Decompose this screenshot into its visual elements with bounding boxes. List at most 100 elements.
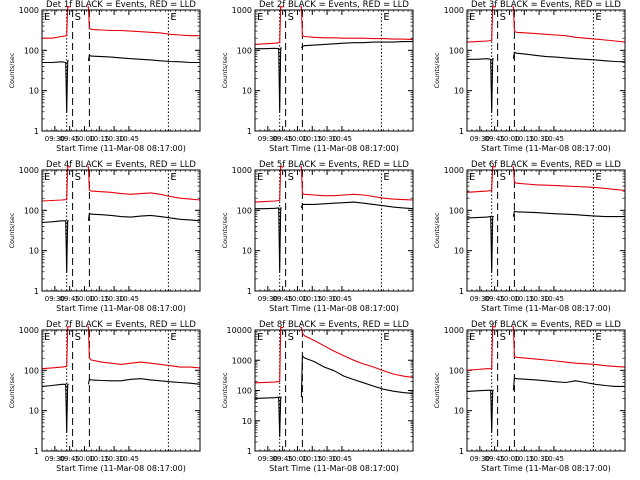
events-series-line bbox=[300, 355, 414, 398]
event-marker-label: S bbox=[288, 12, 294, 23]
event-marker-label: S bbox=[500, 12, 506, 23]
y-tick-label: 1 bbox=[247, 447, 252, 456]
y-tick-label: 100 bbox=[237, 46, 252, 55]
x-tick-label: 10:45 bbox=[119, 135, 139, 143]
events-series-line bbox=[42, 60, 69, 113]
panel-title: Det 2f BLACK = Events, RED = LLD bbox=[259, 0, 409, 10]
lld-series-line bbox=[254, 6, 284, 45]
panel-title: Det 6f BLACK = Events, RED = LLD bbox=[471, 160, 621, 170]
event-marker-label: S bbox=[500, 172, 506, 183]
y-tick-label: 10 bbox=[242, 87, 252, 96]
detector-panel: Det 4f BLACK = Events, RED = LLD Start Ti… bbox=[8, 160, 201, 313]
event-marker-label: E bbox=[595, 332, 601, 343]
detector-panel: Det 3f BLACK = Events, RED = LLD Start Ti… bbox=[433, 0, 626, 153]
x-tick-label: 09:30 bbox=[258, 455, 278, 463]
event-marker-label: S bbox=[75, 172, 81, 183]
x-tick-label: 09:45 bbox=[273, 295, 293, 303]
plot-frame bbox=[41, 169, 201, 292]
x-axis-label: Start Time (11-Mar-08 08:17:00) bbox=[269, 144, 399, 153]
y-tick-label: 1000 bbox=[19, 326, 39, 335]
plot-frame bbox=[254, 329, 414, 452]
x-tick-label: 09:30 bbox=[470, 295, 490, 303]
lld-series-line bbox=[87, 326, 201, 369]
event-marker-label: E bbox=[44, 332, 50, 343]
event-marker-label: E bbox=[44, 172, 50, 183]
x-tick-label: 10:45 bbox=[544, 295, 564, 303]
event-marker-label: E bbox=[257, 172, 263, 183]
y-axis-label: Counts/sec bbox=[221, 212, 229, 248]
y-tick-label: 100 bbox=[237, 387, 252, 396]
y-axis-label: Counts/sec bbox=[8, 212, 16, 248]
events-series-line bbox=[300, 201, 414, 210]
x-tick-label: 09:45 bbox=[60, 455, 80, 463]
events-series-line bbox=[255, 47, 282, 113]
event-marker-label: S bbox=[288, 172, 294, 183]
detector-panel: Det 2f BLACK = Events, RED = LLD Start Ti… bbox=[221, 0, 414, 153]
events-series-line bbox=[87, 54, 200, 64]
events-series-line bbox=[300, 41, 413, 49]
x-tick-label: 10:00 bbox=[499, 295, 519, 303]
lld-series-line bbox=[87, 6, 200, 37]
event-marker-label: E bbox=[170, 12, 176, 23]
detector-panel: Det 9f BLACK = Events, RED = LLD Start Ti… bbox=[433, 320, 626, 473]
x-tick-label: 10:15 bbox=[514, 135, 534, 143]
event-marker-label: E bbox=[595, 172, 601, 183]
events-series-line bbox=[467, 58, 494, 113]
event-marker-label: E bbox=[170, 332, 176, 343]
detector-panel: Det 6f BLACK = Events, RED = LLD Start Ti… bbox=[433, 160, 626, 313]
plot-frame bbox=[254, 9, 414, 132]
x-tick-label: 09:30 bbox=[45, 295, 65, 303]
y-tick-label: 1 bbox=[34, 127, 39, 136]
plot-frame bbox=[41, 329, 201, 452]
event-marker-label: E bbox=[170, 172, 176, 183]
x-tick-label: 10:00 bbox=[287, 295, 307, 303]
y-tick-label: 1 bbox=[34, 287, 39, 296]
events-series-line bbox=[512, 51, 626, 63]
y-axis-label: Counts/sec bbox=[433, 212, 441, 248]
x-tick-label: 10:30 bbox=[317, 135, 337, 143]
y-tick-label: 10000 bbox=[227, 326, 252, 335]
y-tick-label: 10 bbox=[29, 87, 39, 96]
x-tick-label: 10:30 bbox=[529, 455, 549, 463]
y-tick-label: 1 bbox=[247, 127, 252, 136]
lld-series-line bbox=[254, 166, 284, 203]
x-tick-label: 09:45 bbox=[60, 135, 80, 143]
x-tick-label: 10:15 bbox=[302, 455, 322, 463]
panel-title: Det 7f BLACK = Events, RED = LLD bbox=[46, 320, 196, 330]
x-tick-label: 10:15 bbox=[89, 135, 109, 143]
x-tick-label: 10:45 bbox=[544, 455, 564, 463]
y-tick-label: 1000 bbox=[444, 166, 464, 175]
x-tick-label: 09:30 bbox=[470, 455, 490, 463]
y-tick-label: 100 bbox=[449, 46, 464, 55]
x-axis-label: Start Time (11-Mar-08 08:17:00) bbox=[56, 464, 186, 473]
y-tick-label: 1 bbox=[459, 447, 464, 456]
lld-series-line bbox=[87, 166, 201, 201]
x-tick-label: 10:15 bbox=[514, 455, 534, 463]
x-tick-label: 09:45 bbox=[60, 295, 80, 303]
y-tick-label: 1 bbox=[34, 447, 39, 456]
y-tick-label: 10 bbox=[454, 247, 464, 256]
panel-title: Det 5f BLACK = Events, RED = LLD bbox=[259, 160, 409, 170]
x-tick-label: 10:00 bbox=[499, 135, 519, 143]
x-axis-label: Start Time (11-Mar-08 08:17:00) bbox=[269, 304, 399, 313]
y-tick-label: 10 bbox=[29, 407, 39, 416]
y-tick-label: 1 bbox=[247, 287, 252, 296]
detector-panel: Det 8f BLACK = Events, RED = LLD Start Ti… bbox=[221, 320, 414, 473]
x-tick-label: 10:00 bbox=[499, 455, 519, 463]
x-tick-label: 10:15 bbox=[302, 295, 322, 303]
y-axis-label: Counts/sec bbox=[221, 52, 229, 88]
panel-title: Det 8f BLACK = Events, RED = LLD bbox=[259, 320, 409, 330]
x-tick-label: 10:45 bbox=[119, 455, 139, 463]
x-tick-label: 10:00 bbox=[74, 455, 94, 463]
x-tick-label: 09:45 bbox=[485, 135, 505, 143]
events-series-line bbox=[255, 207, 282, 273]
y-axis-label: Counts/sec bbox=[221, 372, 229, 408]
x-tick-label: 09:45 bbox=[273, 455, 293, 463]
x-axis-label: Start Time (11-Mar-08 08:17:00) bbox=[269, 464, 399, 473]
lld-series-line bbox=[512, 166, 626, 192]
y-tick-label: 1000 bbox=[444, 326, 464, 335]
x-tick-label: 09:30 bbox=[258, 295, 278, 303]
y-tick-label: 10 bbox=[454, 87, 464, 96]
lld-series-line bbox=[42, 6, 71, 39]
